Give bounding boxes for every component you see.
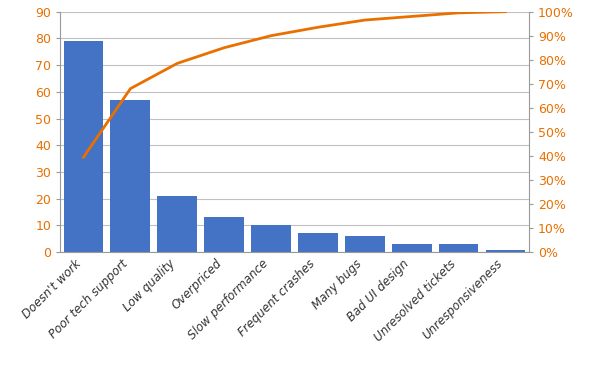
Bar	[111, 100, 150, 252]
Bar	[392, 244, 432, 252]
Bar	[486, 249, 525, 252]
Bar	[298, 234, 338, 252]
Bar	[345, 236, 385, 252]
Bar	[439, 244, 478, 252]
Bar	[251, 225, 291, 252]
Bar	[64, 41, 103, 252]
Bar	[157, 196, 197, 252]
Bar	[204, 217, 244, 252]
